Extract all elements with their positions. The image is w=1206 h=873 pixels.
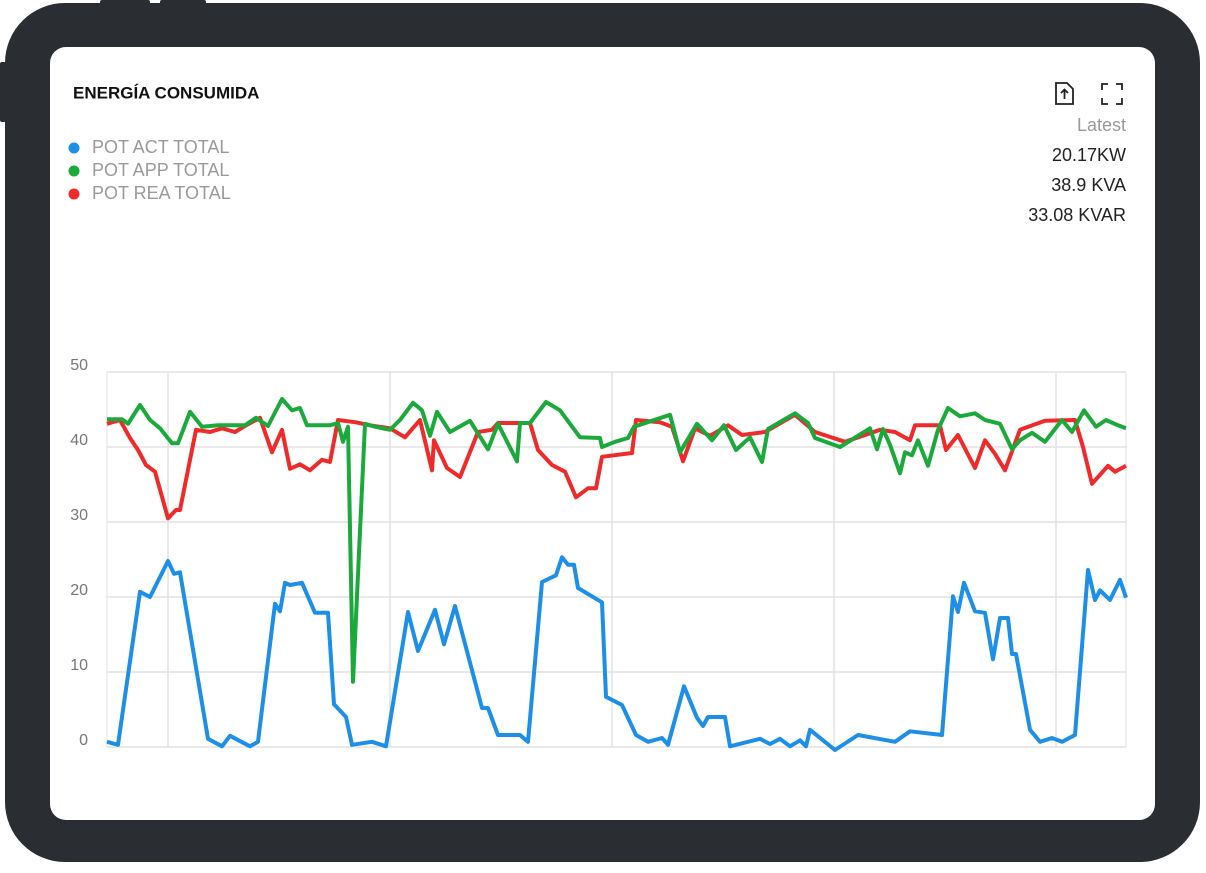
legend-dot <box>68 165 80 177</box>
latest-label: Latest <box>1077 115 1126 135</box>
latest-value: 20.17KW <box>1052 145 1126 165</box>
device-button <box>0 62 6 122</box>
latest-value: 33.08 KVAR <box>1028 205 1126 225</box>
widget-card <box>50 47 1155 820</box>
series-line <box>106 412 1127 521</box>
series-line <box>106 555 1128 752</box>
latest-value: 38.9 KVA <box>1051 175 1126 195</box>
widget-title: ENERGÍA CONSUMIDA <box>73 83 259 102</box>
y-tick-label: 0 <box>79 732 88 749</box>
y-tick-label: 40 <box>70 432 88 449</box>
series-line <box>107 397 1127 684</box>
legend-dot <box>68 142 80 154</box>
export-icon[interactable] <box>1055 82 1074 105</box>
y-tick-label: 30 <box>70 507 88 524</box>
legend-label: POT REA TOTAL <box>92 183 231 203</box>
fullscreen-icon[interactable] <box>1101 83 1123 105</box>
legend-label: POT ACT TOTAL <box>92 137 229 157</box>
y-tick-label: 50 <box>70 357 88 374</box>
y-tick-label: 20 <box>70 582 88 599</box>
legend-label: POT APP TOTAL <box>92 160 229 180</box>
legend-dot <box>68 188 80 200</box>
y-tick-label: 10 <box>70 657 88 674</box>
